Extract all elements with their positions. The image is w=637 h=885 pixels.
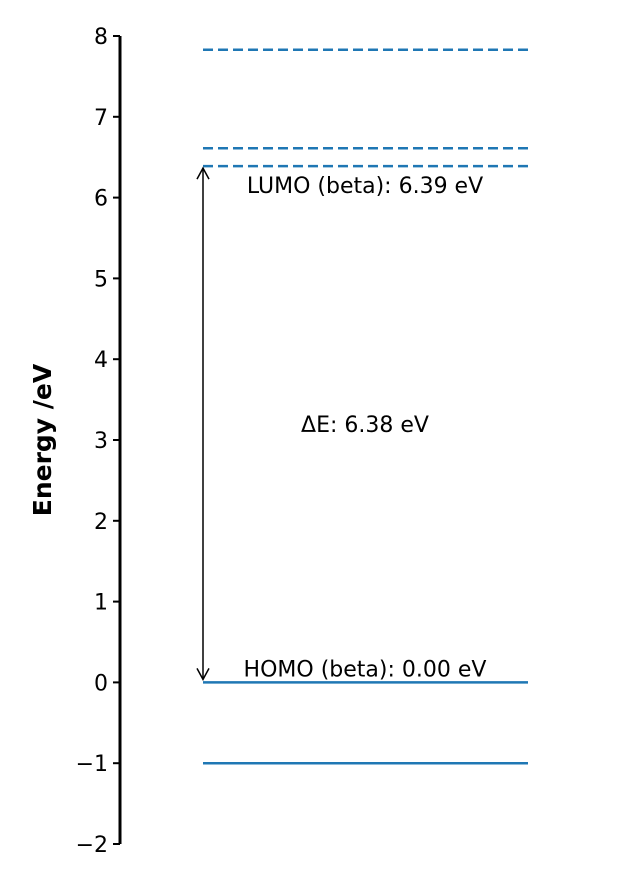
y-tick-label: 3 [94, 429, 108, 454]
y-tick-label: 5 [94, 267, 108, 292]
y-tick-label: −1 [76, 752, 108, 777]
y-tick-label: 0 [94, 671, 108, 696]
y-axis-label: Energy /eV [28, 363, 57, 516]
y-tick-label: −2 [76, 833, 108, 858]
gap-arrow-head-bottom [196, 668, 210, 681]
gap-arrow [196, 166, 210, 681]
homo-annotation: HOMO (beta): 0.00 eV [244, 657, 487, 682]
y-tick-label: 8 [94, 25, 108, 50]
y-tick-label: 2 [94, 510, 108, 535]
annotations: LUMO (beta): 6.39 eV HOMO (beta): 0.00 eV… [244, 174, 487, 682]
gap-arrow-head-top [196, 166, 210, 180]
y-tick-label: 1 [94, 591, 108, 616]
energy-levels [203, 48, 528, 765]
y-tick-label: 7 [94, 106, 108, 131]
gap-annotation: ΔE: 6.38 eV [301, 413, 429, 438]
y-axis-ticks: 8 7 6 5 4 3 2 1 0 −1 −2 [76, 25, 120, 858]
y-tick-label: 6 [94, 187, 108, 212]
y-axis: 8 7 6 5 4 3 2 1 0 −1 −2 [76, 25, 122, 858]
lumo-annotation: LUMO (beta): 6.39 eV [247, 174, 483, 199]
y-tick-label: 4 [94, 348, 108, 373]
